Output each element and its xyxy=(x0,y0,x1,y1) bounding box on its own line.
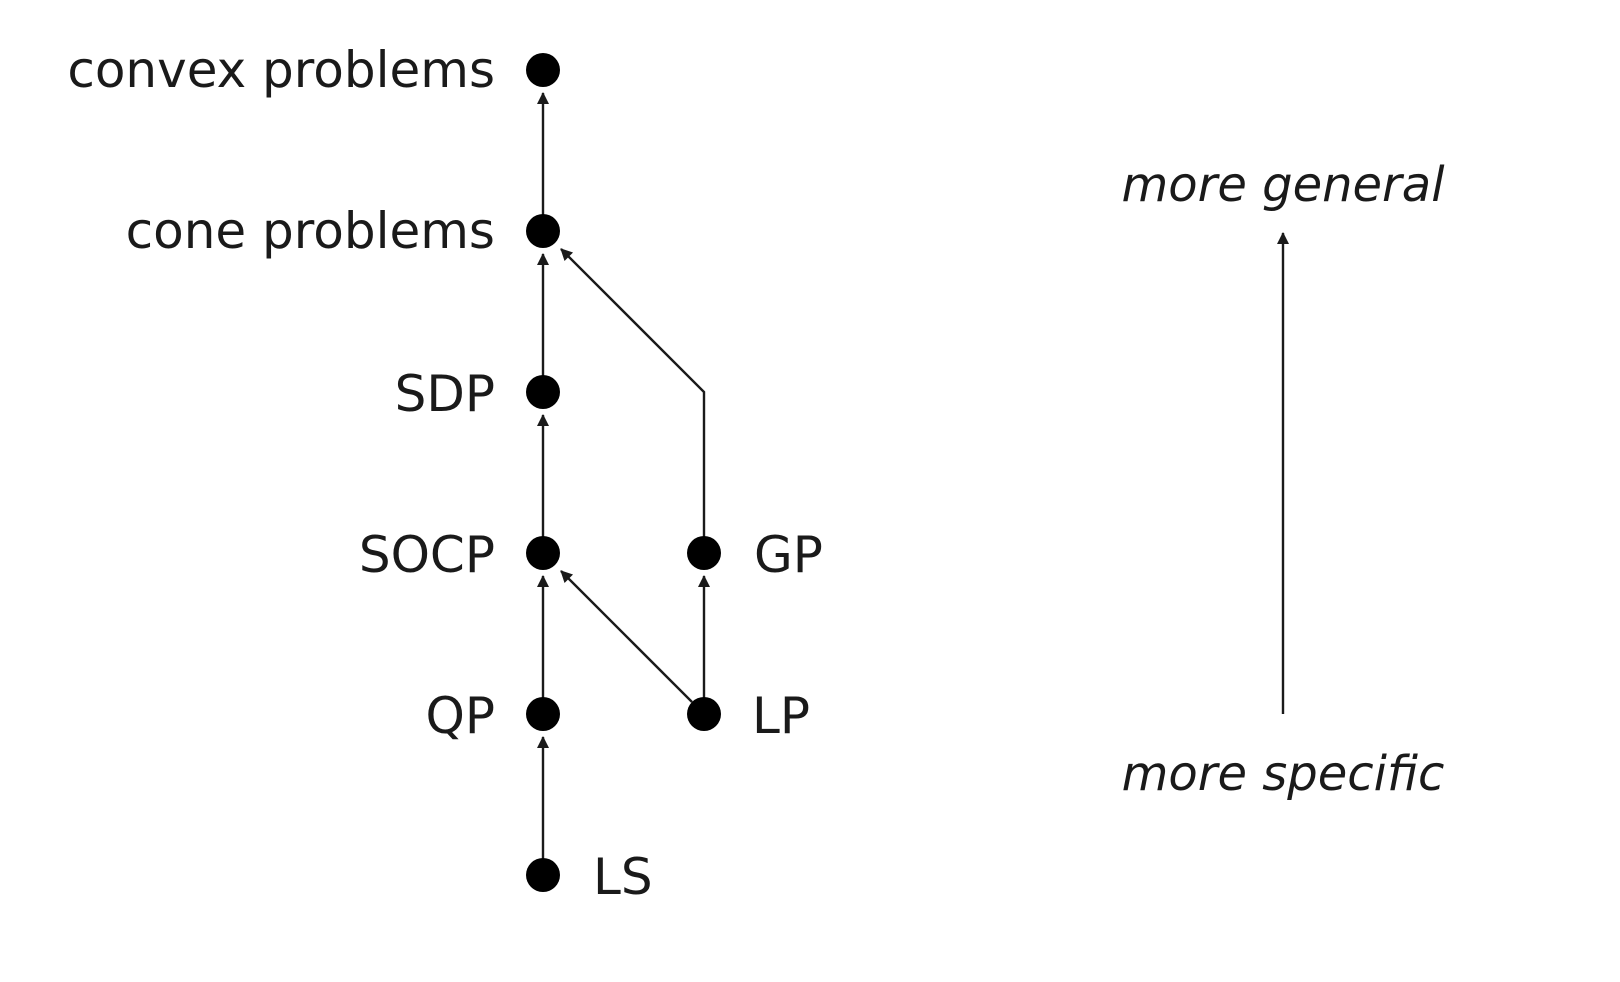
node-label-cone: cone problems xyxy=(126,202,495,260)
node-dot-convex xyxy=(526,53,560,87)
node-dot-gp xyxy=(687,536,721,570)
node-label-socp: SOCP xyxy=(359,526,495,584)
node-dot-cone xyxy=(526,214,560,248)
node-label-qp: QP xyxy=(425,687,495,745)
node-label-lp: LP xyxy=(752,687,810,745)
node-dot-ls xyxy=(526,858,560,892)
node-dot-lp xyxy=(687,697,721,731)
node-dot-sdp xyxy=(526,375,560,409)
node-label-convex: convex problems xyxy=(67,41,495,99)
edge-lp-to-socp xyxy=(560,570,693,703)
node-dot-qp xyxy=(526,697,560,731)
node-label-gp: GP xyxy=(754,526,823,584)
node-label-sdp: SDP xyxy=(395,365,495,423)
edge-gp-to-cone xyxy=(560,248,706,553)
more-general-label: more general xyxy=(1121,157,1445,213)
node-label-ls: LS xyxy=(593,848,653,906)
more-specific-label: more specific xyxy=(1122,746,1445,802)
node-dot-socp xyxy=(526,536,560,570)
